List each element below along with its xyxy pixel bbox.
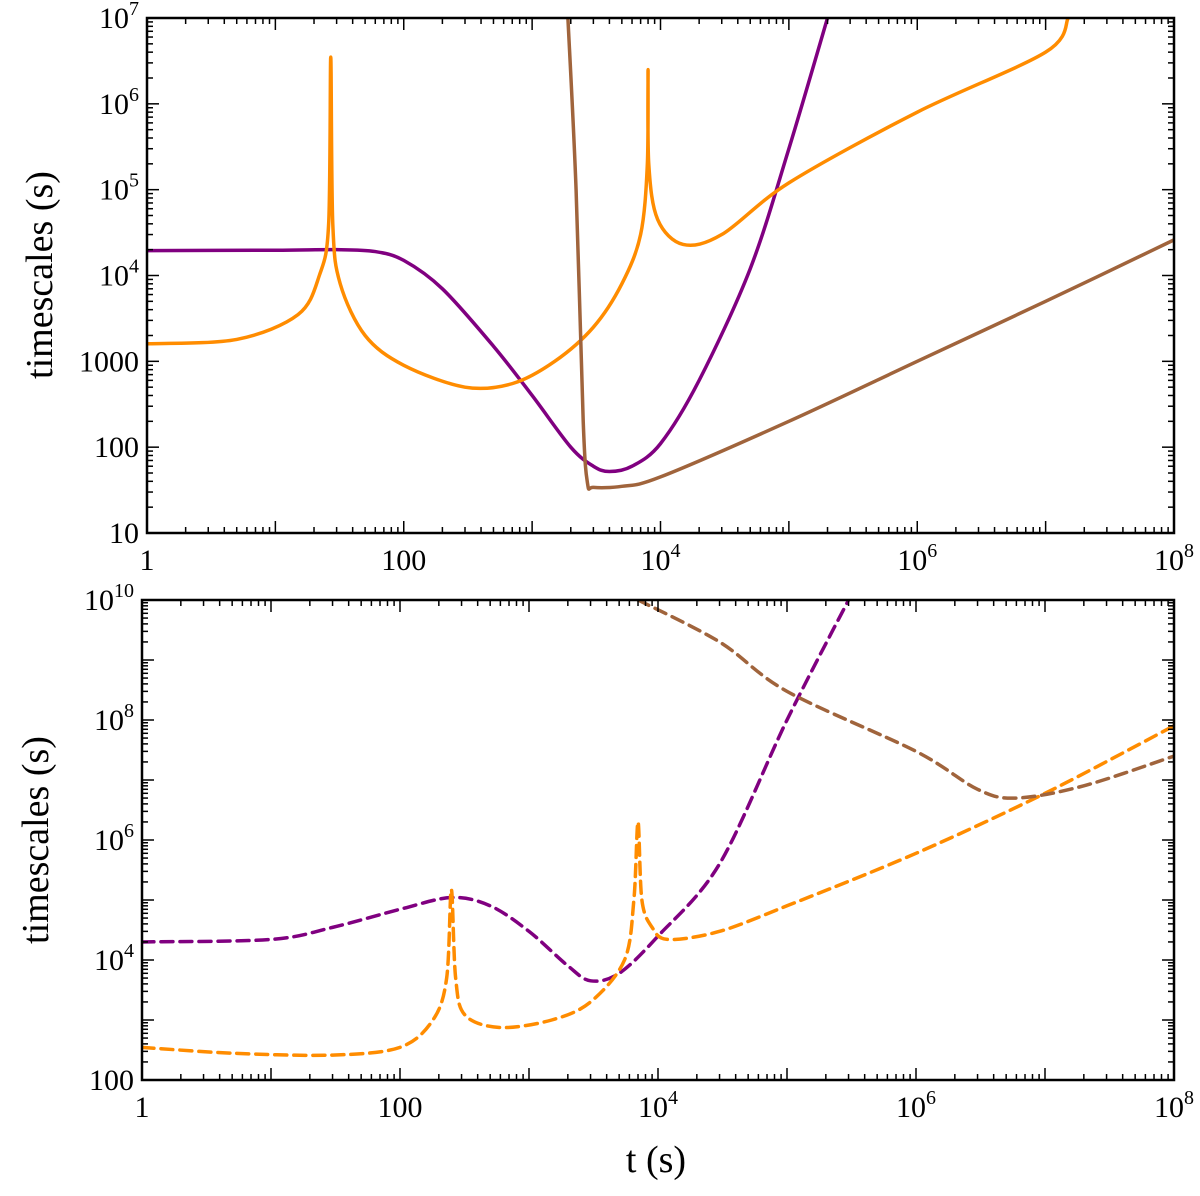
bottom-y-tick-label: 100 — [89, 1064, 134, 1097]
top-series-brown — [566, 18, 1174, 491]
bottom-series-orange — [142, 724, 1174, 1058]
bottom-y-tick-label: 108 — [94, 700, 134, 737]
top-x-tick-label: 108 — [1154, 540, 1194, 577]
bottom-x-tick-label: 1 — [135, 1091, 150, 1124]
top-y-tick-label: 105 — [99, 170, 139, 207]
top-y-tick-label: 100 — [94, 431, 139, 464]
top-y-tick-label: 104 — [99, 256, 139, 293]
bottom-y-tick-label: 1010 — [84, 580, 134, 617]
bottom-plot-frame — [140, 598, 1176, 1082]
bottom-y-tick-label: 104 — [94, 940, 134, 977]
top-y-tick-label: 1000 — [79, 345, 139, 378]
bottom-y-axis-title: timescales (s) — [15, 736, 57, 944]
top-y-tick-label: 10 — [109, 517, 139, 550]
top-y-axis-title: timescales (s) — [19, 171, 61, 379]
top-x-tick-label: 1 — [140, 544, 155, 577]
bottom-x-tick-label: 100 — [378, 1091, 423, 1124]
bottom-series-brown — [636, 600, 1174, 800]
bottom-y-tick-label: 106 — [94, 820, 134, 857]
top-x-tick-label: 104 — [641, 540, 681, 577]
bottom-x-axis-title: t (s) — [626, 1139, 686, 1181]
top-y-tick-label: 106 — [99, 84, 139, 121]
bottom-series-layer — [142, 600, 1174, 1058]
bottom-series-purple — [142, 600, 851, 983]
top-plot-frame — [145, 16, 1176, 535]
top-series-layer — [147, 18, 1174, 491]
top-x-tick-label: 100 — [381, 544, 426, 577]
top-plot-background — [147, 18, 1174, 533]
top-y-tick-label: 107 — [99, 0, 139, 35]
bottom-plot-background — [142, 600, 1174, 1080]
bottom-x-tick-label: 106 — [896, 1087, 936, 1124]
bottom-x-tick-label: 108 — [1154, 1087, 1194, 1124]
bottom-x-tick-label: 104 — [638, 1087, 678, 1124]
top-x-tick-label: 106 — [897, 540, 937, 577]
top-panel: 1 100 104 106 108 10 100 1000 104 105 106 107 times… — [19, 0, 1194, 577]
top-series-purple — [147, 18, 830, 474]
